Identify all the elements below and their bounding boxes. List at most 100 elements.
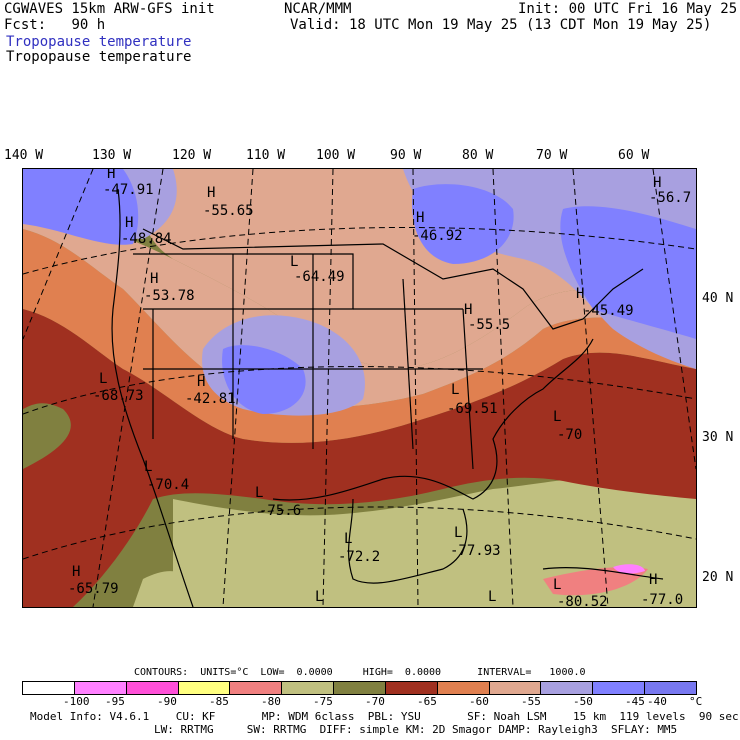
lon-label: 120 W — [172, 148, 212, 163]
colorbar-tick: -95 — [105, 695, 125, 708]
low-value: -70.4 — [147, 477, 190, 493]
high-marker: H — [576, 286, 585, 302]
high-marker: H — [649, 572, 658, 588]
lat-label: 30 N — [702, 430, 734, 445]
high-value: -56.7 — [649, 190, 692, 206]
colorbar-tick: -40 — [647, 695, 667, 708]
lon-label: 70 W — [536, 148, 568, 163]
lon-label: 80 W — [462, 148, 494, 163]
physics-info-line: LW: RRTMG SW: RRTMG DIFF: simple KM: 2D … — [154, 723, 678, 736]
colorbar-tick: -90 — [157, 695, 177, 708]
high-value: -47.91 — [103, 182, 154, 198]
colorbar-tick: -80 — [261, 695, 281, 708]
forecast-hour: Fcst: 90 h — [4, 18, 105, 33]
color-region — [23, 209, 696, 408]
low-value: -75.6 — [259, 503, 302, 519]
high-marker: H — [150, 271, 159, 287]
color-swatch — [230, 682, 283, 694]
high-marker: H — [125, 215, 134, 231]
lon-label: 100 W — [316, 148, 356, 163]
init-time: Init: 00 UTC Fri 16 May 25 — [518, 1, 738, 17]
tropopause-temperature-map: H -47.91 H -55.65 H -46.92 H -56.7 H -48… — [22, 168, 697, 608]
high-marker: H — [207, 185, 216, 201]
low-marker: L — [488, 589, 497, 605]
high-value: -77.0 — [641, 592, 684, 608]
lon-label: 60 W — [618, 148, 650, 163]
low-value: -80.52 — [557, 594, 608, 608]
color-region — [543, 567, 648, 596]
color-swatch — [126, 682, 179, 694]
high-value: -48.84 — [121, 231, 172, 247]
low-value: -77.93 — [450, 543, 501, 559]
organization: NCAR/MMM — [284, 1, 352, 17]
low-marker: L — [315, 589, 324, 605]
color-region — [173, 469, 696, 607]
high-marker: H — [72, 564, 81, 580]
color-swatch — [282, 682, 335, 694]
color-region — [222, 345, 306, 414]
colorbar-tick: -70 — [365, 695, 385, 708]
color-swatch — [385, 682, 438, 694]
lat-label: 20 N — [702, 570, 734, 585]
lon-label: 110 W — [246, 148, 286, 163]
high-value: -55.65 — [203, 203, 254, 219]
low-marker: L — [144, 459, 153, 475]
fcst-label: Fcst: — [4, 17, 47, 33]
high-value: -65.79 — [68, 581, 119, 597]
field-title-blue: Tropopause temperature — [6, 34, 192, 50]
color-region — [412, 184, 514, 264]
lon-label: 130 W — [92, 148, 132, 163]
color-swatch — [74, 682, 127, 694]
low-marker: L — [290, 254, 299, 270]
colorbar-tick: -65 — [417, 695, 437, 708]
colorbar-tick: -75 — [313, 695, 333, 708]
color-swatch — [593, 682, 646, 694]
color-region — [23, 169, 139, 245]
low-marker: L — [451, 382, 460, 398]
high-value: -42.81 — [185, 391, 236, 407]
high-marker: H — [107, 168, 116, 182]
high-marker: H — [197, 374, 206, 390]
low-marker: L — [454, 525, 463, 541]
color-swatch — [23, 682, 75, 694]
high-value: -45.49 — [583, 303, 634, 319]
high-marker: H — [464, 302, 473, 318]
low-marker: L — [99, 371, 108, 387]
high-marker: H — [416, 210, 425, 226]
color-region — [560, 206, 696, 339]
color-region — [133, 571, 203, 607]
high-value: -46.92 — [412, 228, 463, 244]
model-info-line: Model Info: V4.6.1 CU: KF MP: WDM 6class… — [30, 710, 739, 723]
color-region — [23, 309, 696, 607]
colorbar-tick: -50 — [573, 695, 593, 708]
colorbar-tick: -85 — [209, 695, 229, 708]
lat-label: 40 N — [702, 291, 734, 306]
color-bar — [22, 681, 697, 695]
color-swatch — [541, 682, 594, 694]
field-title: Tropopause temperature — [6, 49, 192, 65]
color-swatch — [437, 682, 490, 694]
colorbar-tick: -45 — [625, 695, 645, 708]
colorbar-unit: °C — [689, 695, 703, 708]
color-region — [23, 229, 696, 443]
low-value: -69.51 — [447, 401, 498, 417]
high-value: -53.78 — [144, 288, 195, 304]
color-region — [613, 564, 645, 574]
color-swatch — [334, 682, 386, 694]
colorbar-tick: -100 — [63, 695, 90, 708]
low-value: -68.73 — [93, 388, 144, 404]
coastline — [111, 188, 664, 607]
model-title: CGWAVES 15km ARW-GFS init — [4, 1, 215, 17]
low-marker: L — [344, 531, 353, 547]
color-swatch — [178, 682, 231, 694]
colorbar-tick: -55 — [521, 695, 541, 708]
low-marker: L — [255, 485, 264, 501]
low-value: -72.2 — [338, 549, 381, 565]
map-canvas — [23, 169, 696, 607]
color-swatch — [645, 682, 696, 694]
colorbar-tick: -60 — [469, 695, 489, 708]
lon-label: 90 W — [390, 148, 422, 163]
low-marker: L — [553, 409, 562, 425]
high-value: -55.5 — [468, 317, 511, 333]
high-marker: H — [653, 175, 662, 191]
